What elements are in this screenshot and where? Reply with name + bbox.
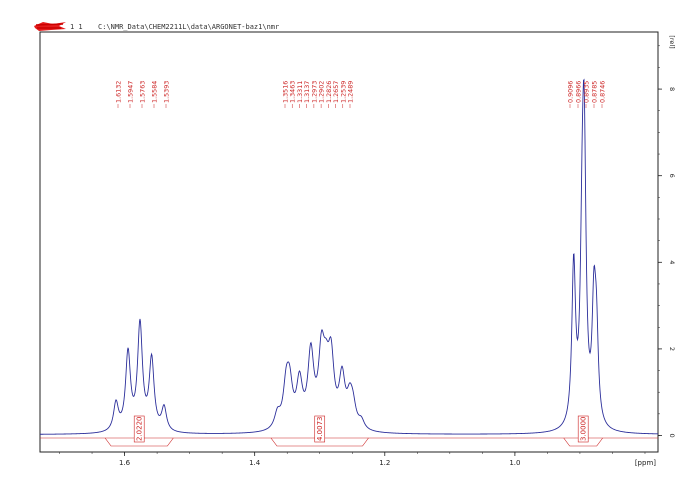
integral-box [314,415,326,443]
spectrum-header: 1 1 C:\NMR_Data\CHEM2211L\data\ARGONET-b… [0,0,700,31]
plot-frame [39,31,659,453]
peak-label: 1.3516 [282,81,290,103]
x-tick-label: 1.2 [379,459,390,467]
redaction-scribble [34,22,66,31]
peak-label: 1.5393 [163,81,171,103]
integral-box [577,415,589,443]
integral-label: 2.0220 [136,417,144,442]
peak-label: 1.2826 [325,81,333,103]
peak-label: 0.8935 [583,81,591,103]
peak-label: 1.3463 [289,81,297,103]
integral-label: 3.0000 [580,417,588,442]
peak-label: 1.5947 [127,81,135,103]
integral-curve [563,437,603,447]
peak-label: 1.6132 [115,81,123,103]
peak-label: 0.8746 [599,81,607,103]
integral-box [133,415,145,443]
integral-curve [270,437,369,447]
y-tick-label: 4 [668,260,676,264]
integral-curve [104,437,174,447]
y-tick-label: 2 [668,347,676,351]
peak-label: 0.8966 [575,81,583,103]
y-tick-label: 6 [668,174,676,178]
x-tick-label: 1.6 [119,459,131,467]
x-axis-label: [ppm] [635,459,656,467]
x-tick-label: 1.4 [249,459,261,467]
peak-label: 1.5584 [151,81,159,103]
peak-label: 1.2539 [339,81,347,103]
peak-label: 1.5763 [139,81,147,103]
spectrum-line [39,78,659,435]
peak-label: 1.3311 [296,81,304,103]
data-file-path: C:\NMR_Data\CHEM2211L\data\ARGONET-baz1\… [98,23,280,31]
peak-label: 0.8785 [591,81,599,103]
y-tick-label: 8 [668,87,676,91]
x-tick-label: 1.0 [509,459,520,467]
y-axis-label: [rel] [668,35,676,48]
peak-label: 1.2657 [332,81,340,103]
integral-label: 4.0073 [316,417,324,442]
peak-label: 1.2973 [310,81,318,103]
processing-numbers: 1 1 [70,23,83,31]
peak-label: 1.3137 [303,81,311,103]
y-tick-label: 0 [668,433,676,437]
peak-label: 0.9096 [567,81,575,103]
peak-label: 1.2489 [347,81,355,103]
peak-label: 1.2902 [318,81,326,103]
